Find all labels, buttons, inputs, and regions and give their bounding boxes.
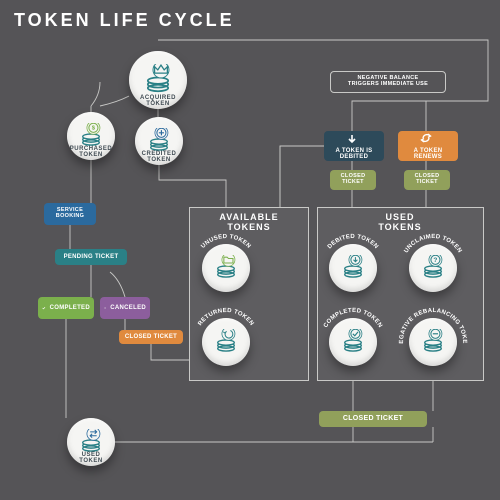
chip-closed-d: CLOSED TICKET xyxy=(319,411,427,427)
svg-text:?: ? xyxy=(433,257,437,264)
page-title: TOKEN LIFE CYCLE xyxy=(14,10,235,31)
chip-pending: PENDING TICKET xyxy=(55,249,127,265)
chip-debited: A TOKEN ISDEBITED xyxy=(324,131,384,161)
chip-closed-c: CLOSED TICKET xyxy=(119,330,183,344)
coin-label-acquired: ACQUIREDTOKEN xyxy=(119,95,197,108)
panel-label-available: AVAILABLETOKENS xyxy=(213,213,285,233)
coin-label-purchased: PURCHASEDTOKEN xyxy=(57,146,125,159)
chip-neg-balance: NEGATIVE BALANCETRIGGERS IMMEDIATE USE xyxy=(330,71,446,93)
chip-closed-b: CLOSEDTICKET xyxy=(404,170,450,190)
chip-closed-a: CLOSEDTICKET xyxy=(330,170,376,190)
coin-returned xyxy=(202,318,250,366)
panel-label-used: USEDTOKENS xyxy=(370,213,430,233)
coin-unclaimed: ? xyxy=(409,244,457,292)
diagram-canvas: TOKEN LIFE CYCLE AVAILABLETOKENS USEDTOKE… xyxy=(0,0,500,500)
coin-negrebal xyxy=(409,318,457,366)
coin-label-credited: CREDITEDTOKEN xyxy=(125,151,193,164)
coin-unused xyxy=(202,244,250,292)
coin-debitedtok xyxy=(329,244,377,292)
chip-completed: COMPLETED xyxy=(38,297,94,319)
chip-svc-booking: SERVICEBOOKING xyxy=(44,203,96,225)
chip-canceled: CANCELED xyxy=(100,297,150,319)
chip-renews: A TOKENRENEWS xyxy=(398,131,458,161)
coin-label-usedtoken: USEDTOKEN xyxy=(57,452,125,465)
coin-completedtk xyxy=(329,318,377,366)
